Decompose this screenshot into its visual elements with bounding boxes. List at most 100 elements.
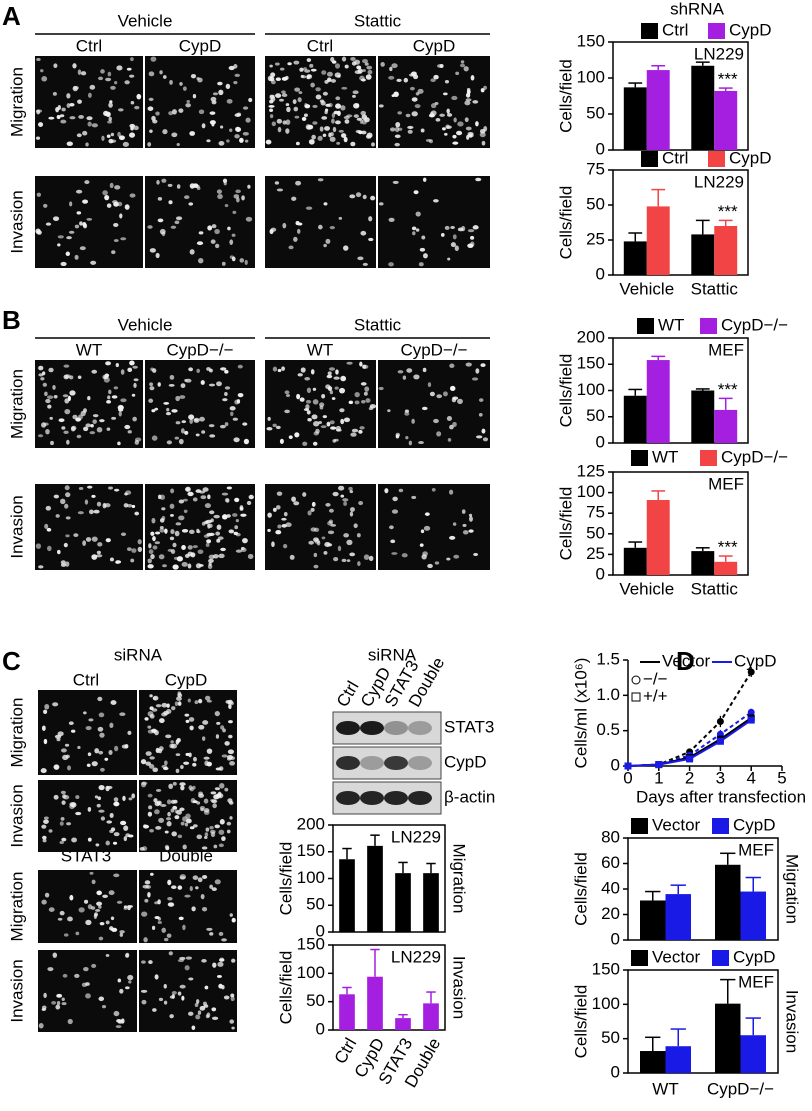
cell <box>90 260 97 265</box>
bar <box>714 409 738 443</box>
cell <box>227 749 235 755</box>
cell <box>368 237 374 242</box>
cell <box>130 101 135 105</box>
bar <box>623 547 647 575</box>
cell <box>133 125 139 131</box>
cell <box>224 204 229 208</box>
cell <box>164 937 169 942</box>
cell <box>178 515 185 521</box>
cell <box>419 247 426 252</box>
cell <box>404 411 410 416</box>
cell <box>418 262 424 267</box>
cell <box>407 129 413 134</box>
row-label: Invasion <box>7 190 26 253</box>
y-tick-label: 50 <box>586 194 605 213</box>
cell <box>124 424 131 430</box>
cell <box>420 128 425 133</box>
cell <box>171 990 177 995</box>
cell <box>48 116 55 120</box>
cell <box>297 373 303 377</box>
cell <box>217 193 223 200</box>
cell <box>224 386 231 390</box>
cell <box>186 100 191 104</box>
cell <box>337 74 341 78</box>
micrograph <box>38 780 137 852</box>
bar <box>691 234 715 275</box>
cell <box>364 117 370 123</box>
cell <box>200 380 205 385</box>
legend-label: Vector <box>652 815 701 834</box>
cell <box>269 114 274 119</box>
cell <box>195 433 200 437</box>
cell <box>77 745 81 750</box>
cell <box>321 70 327 75</box>
cell <box>291 496 296 502</box>
cell <box>324 126 331 131</box>
cell <box>43 816 49 820</box>
cell <box>126 547 132 552</box>
cell <box>82 222 87 228</box>
cell <box>455 71 460 76</box>
y-tick-label: 50 <box>586 406 605 425</box>
cell <box>349 511 354 517</box>
cell <box>176 809 182 815</box>
cell <box>53 63 58 69</box>
bar <box>646 206 670 275</box>
y-axis-label: Cells/field <box>571 985 590 1059</box>
cell <box>298 91 303 94</box>
cell <box>115 560 120 565</box>
cell <box>97 542 103 547</box>
cell <box>168 951 173 956</box>
cell <box>216 721 221 725</box>
cell <box>172 805 178 810</box>
cell <box>203 810 210 815</box>
cell <box>245 216 253 222</box>
cell <box>132 365 138 369</box>
cell <box>145 751 152 756</box>
cell <box>69 802 76 807</box>
cell <box>428 113 435 118</box>
cell <box>162 564 167 568</box>
cell <box>177 959 185 963</box>
cell <box>198 231 204 235</box>
y-tick-label: 0 <box>316 921 325 940</box>
cell <box>285 119 291 125</box>
cell <box>87 752 92 757</box>
cell <box>98 76 104 81</box>
cell <box>308 540 314 545</box>
cell <box>306 58 312 63</box>
cell <box>180 821 185 826</box>
cell <box>71 837 77 843</box>
cell <box>209 434 216 438</box>
cell <box>452 396 459 400</box>
cell <box>338 485 345 491</box>
cell <box>60 790 66 795</box>
cell <box>480 88 485 93</box>
y-tick-label: 0 <box>611 755 620 774</box>
cell <box>421 406 428 411</box>
cell <box>171 132 178 138</box>
cell <box>201 959 207 963</box>
cell <box>353 114 359 118</box>
cell <box>242 537 248 544</box>
cell <box>362 364 367 369</box>
cell <box>436 394 443 399</box>
cell <box>229 816 233 820</box>
cell <box>103 110 109 117</box>
cell <box>41 725 46 731</box>
cell <box>434 101 439 105</box>
cell <box>171 885 177 890</box>
cell <box>361 69 366 72</box>
cell <box>204 503 211 509</box>
cell <box>94 795 99 799</box>
cell <box>171 706 176 711</box>
cell <box>330 79 337 83</box>
x-axis-label: Days after transfection <box>636 787 806 806</box>
cell <box>194 700 199 705</box>
y-tick-label: 40 <box>601 878 620 897</box>
cell <box>150 531 155 536</box>
cell <box>64 485 70 491</box>
cell <box>358 429 363 434</box>
cell <box>413 190 419 195</box>
cell <box>99 732 105 738</box>
